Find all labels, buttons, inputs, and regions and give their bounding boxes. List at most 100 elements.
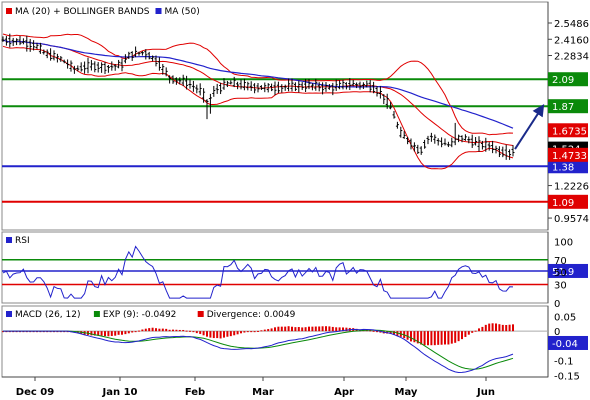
legend-label: MA (20) + BOLLINGER BANDS (15, 7, 150, 17)
ohlc-bar (426, 135, 430, 145)
divergence-bar (151, 327, 154, 332)
price-panel-frame (1, 1, 549, 231)
divergence-bar (127, 331, 130, 334)
ohlc-bar (287, 78, 291, 92)
value-tag-text: 1.6735 (552, 126, 587, 137)
ohlc-bar (463, 134, 467, 141)
ohlc-bar (202, 88, 206, 103)
ohlc-bar (168, 75, 172, 84)
divergence-bar (444, 331, 446, 345)
divergence-bar (257, 330, 259, 332)
ohlc-bar (1, 36, 5, 42)
divergence-bar (512, 324, 514, 332)
divergence-bar (342, 327, 344, 332)
divergence-bar (8, 331, 11, 333)
divergence-bar (325, 326, 327, 332)
divergence-bar (199, 331, 202, 334)
divergence-bar (274, 327, 276, 332)
ohlc-bar (280, 84, 284, 93)
ohlc-bar (440, 137, 444, 148)
ohlc-bar (79, 62, 83, 72)
divergence-bar (284, 326, 287, 332)
ohlc-bar (32, 40, 36, 51)
divergence-bar (508, 324, 511, 332)
divergence-bar (488, 323, 491, 332)
ohlc-bar (355, 82, 359, 89)
ohlc-bar (361, 82, 365, 89)
divergence-bar (260, 330, 263, 332)
macd-legend-swatch (6, 311, 12, 317)
ohlc-bar (171, 75, 175, 84)
divergence-bar (450, 331, 453, 344)
ohlc-bar (276, 81, 280, 94)
ohlc-bar (147, 51, 151, 60)
ohlc-bar (433, 134, 437, 144)
ohlc-bar (123, 54, 127, 64)
divergence-bar (100, 331, 103, 336)
ohlc-bar (76, 65, 80, 72)
divergence-bar (233, 331, 236, 336)
divergence-bar (5, 331, 8, 333)
ohlc-bar (59, 56, 63, 62)
divergence-bar (19, 331, 21, 333)
ohlc-bar (205, 99, 209, 120)
divergence-bar (250, 331, 253, 333)
divergence-bar (216, 331, 219, 339)
divergence-bar (474, 330, 477, 332)
divergence-bar (389, 331, 392, 335)
ohlc-bar (321, 82, 325, 95)
ohlc-bar (198, 83, 202, 96)
divergence-bar (172, 329, 174, 332)
ohlc-bar (256, 83, 260, 93)
ohlc-bar (246, 81, 250, 91)
divergence-bar (15, 331, 18, 333)
divergence-bar (236, 331, 239, 335)
ohlc-bar (62, 59, 66, 64)
ohlc-bar (501, 146, 505, 158)
divergence-bar (226, 331, 229, 337)
macd-line (3, 328, 514, 374)
ohlc-bar (127, 51, 131, 60)
divergence-bar (121, 331, 123, 335)
ohlc-bar (140, 51, 144, 56)
divergence-bar (287, 326, 290, 332)
level-tag-1: 1.87 (548, 99, 588, 114)
divergence-bar (2, 331, 4, 333)
ohlc-bar (395, 121, 399, 129)
divergence-bar (155, 328, 157, 332)
level-tag-box (548, 99, 588, 114)
ohlc-bar (467, 136, 471, 144)
ohlc-bar (324, 82, 328, 92)
x-tick-label: Jun (476, 387, 495, 398)
x-axis: Dec 09 Jan 10 Feb Mar Apr May Jun (2, 376, 548, 398)
divergence-bar (267, 329, 270, 332)
divergence-bar (501, 324, 504, 332)
forecast-arrow (514, 104, 545, 150)
divergence-bar (39, 331, 42, 333)
ohlc-bar (491, 140, 495, 154)
ohlc-bar (293, 82, 297, 92)
level-tag-0: 2.09 (548, 72, 588, 87)
legend-swatch (155, 8, 162, 14)
divergence-bar (321, 326, 324, 332)
ohlc-bar (443, 138, 447, 146)
divergence-bar (138, 330, 140, 332)
rsi-panel: 70 30 51.9 100 50 0 RSI (1, 231, 588, 310)
divergence-bar (457, 331, 460, 342)
ohlc-bar (375, 86, 379, 97)
ohlc-bar (470, 134, 474, 148)
divergence-bar (491, 323, 494, 332)
price-tick-label: 2.5486 (554, 19, 589, 30)
ohlc-bar (477, 136, 481, 152)
divergence-bar (212, 331, 215, 339)
ohlc-bar (351, 79, 355, 87)
ohlc-bar (181, 74, 185, 87)
level-tag-text: 1.38 (552, 162, 574, 173)
macd-legend-swatch (197, 311, 204, 317)
x-tick-label: Feb (185, 387, 205, 398)
ohlc-bar (49, 48, 53, 61)
ohlc-bar (154, 55, 158, 67)
divergence-bar (454, 331, 457, 343)
divergence-bar (308, 326, 310, 332)
